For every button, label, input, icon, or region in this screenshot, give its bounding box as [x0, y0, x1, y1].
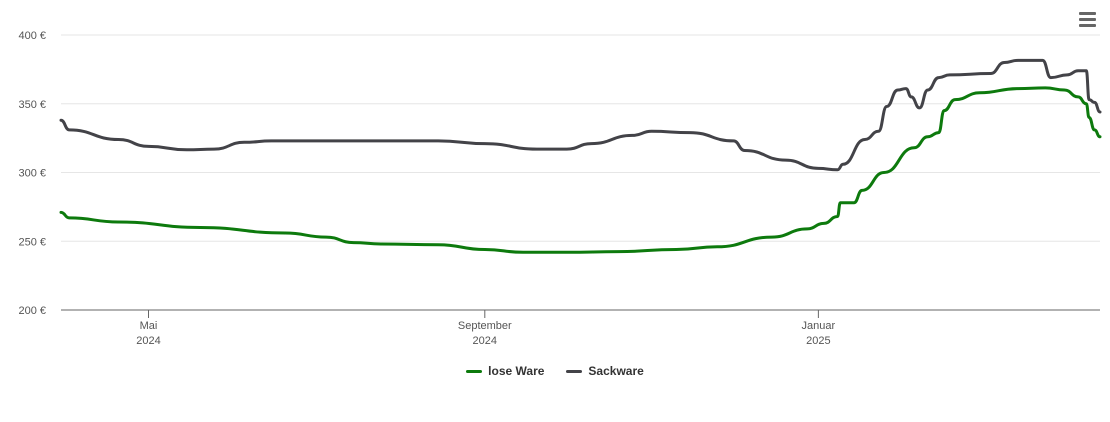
y-tick-label: 250 €	[18, 236, 46, 248]
legend-label: Sackware	[588, 364, 644, 378]
y-tick-label: 200 €	[18, 305, 46, 317]
menu-bar	[1079, 12, 1096, 15]
legend-item-lose-ware[interactable]: lose Ware	[466, 364, 544, 378]
chart-menu-button[interactable]	[1077, 12, 1099, 32]
y-tick-label: 400 €	[18, 30, 46, 42]
x-tick-year-label: 2024	[473, 335, 497, 347]
x-tick-label: September	[458, 320, 512, 332]
x-tick-year-label: 2024	[136, 335, 160, 347]
y-tick-label: 350 €	[18, 99, 46, 111]
y-tick-label: 300 €	[18, 168, 46, 180]
x-tick-year-label: 2025	[806, 335, 830, 347]
menu-bar	[1079, 24, 1096, 27]
series-line-sackware	[59, 58, 1102, 172]
x-tick-label: Januar	[802, 320, 836, 332]
legend-label: lose Ware	[488, 364, 545, 378]
series-line-lose-ware	[59, 86, 1102, 254]
menu-bar	[1079, 18, 1096, 21]
chart-legend: lose Ware Sackware	[0, 364, 1110, 378]
legend-swatch-sackware	[566, 369, 583, 373]
x-tick-label: Mai	[140, 320, 158, 332]
legend-swatch-lose-ware	[466, 369, 483, 373]
legend-item-sackware[interactable]: Sackware	[566, 364, 644, 378]
